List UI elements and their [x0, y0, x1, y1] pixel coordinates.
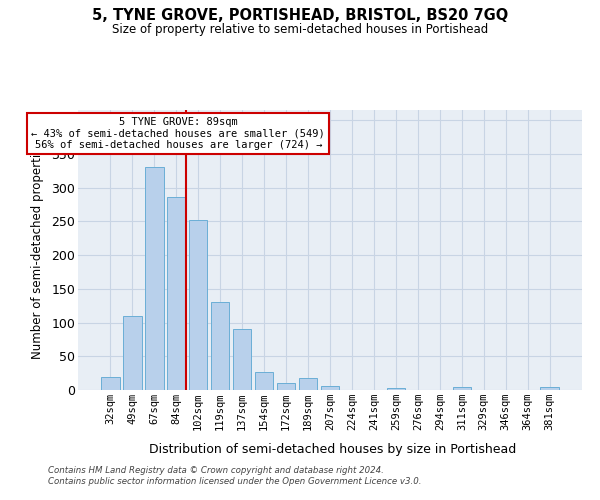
Y-axis label: Number of semi-detached properties: Number of semi-detached properties [31, 140, 44, 360]
Text: Contains HM Land Registry data © Crown copyright and database right 2024.: Contains HM Land Registry data © Crown c… [48, 466, 384, 475]
Bar [255, 372, 274, 390]
Bar [189, 220, 208, 390]
Bar [123, 316, 142, 390]
Bar [167, 197, 185, 390]
Bar [145, 168, 164, 390]
Bar [101, 376, 119, 390]
Bar [299, 378, 317, 390]
Text: Distribution of semi-detached houses by size in Portishead: Distribution of semi-detached houses by … [149, 442, 517, 456]
Bar [277, 384, 295, 390]
Bar [233, 330, 251, 390]
Bar [452, 388, 471, 390]
Bar [541, 386, 559, 390]
Text: 5 TYNE GROVE: 89sqm
← 43% of semi-detached houses are smaller (549)
56% of semi-: 5 TYNE GROVE: 89sqm ← 43% of semi-detach… [31, 116, 325, 150]
Text: 5, TYNE GROVE, PORTISHEAD, BRISTOL, BS20 7GQ: 5, TYNE GROVE, PORTISHEAD, BRISTOL, BS20… [92, 8, 508, 22]
Bar [320, 386, 340, 390]
Text: Size of property relative to semi-detached houses in Portishead: Size of property relative to semi-detach… [112, 22, 488, 36]
Bar [386, 388, 405, 390]
Bar [211, 302, 229, 390]
Text: Contains public sector information licensed under the Open Government Licence v3: Contains public sector information licen… [48, 478, 421, 486]
